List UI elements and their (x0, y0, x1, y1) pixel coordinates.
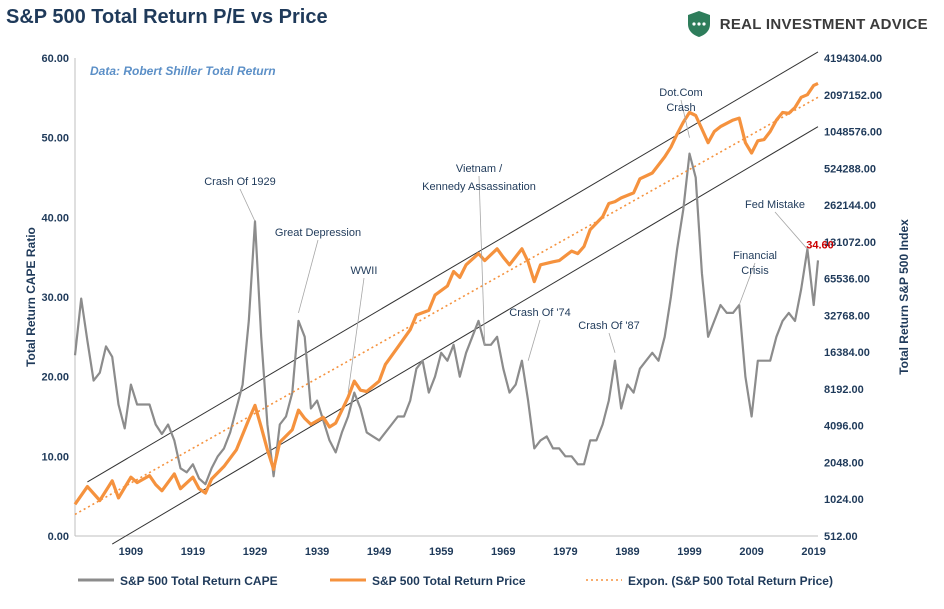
annotation-label: Fed Mistake (745, 199, 805, 211)
annotation-label: Kennedy Assassination (422, 181, 536, 193)
legend-label: S&P 500 Total Return Price (372, 574, 526, 588)
annotation-label: Financial (733, 250, 777, 262)
y-right-tick-label: 16384.00 (824, 347, 870, 359)
y-right-tick-label: 2097152.00 (824, 90, 882, 102)
x-tick-label: 1949 (367, 546, 391, 558)
annotation-label: Crash (666, 102, 695, 114)
annotation-label: Crash Of '74 (509, 307, 570, 319)
y-left-axis-title: Total Return CAPE Ratio (24, 227, 38, 367)
y-right-tick-label: 4096.00 (824, 421, 864, 433)
x-tick-label: 1969 (491, 546, 515, 558)
y-right-axis-title: Total Return S&P 500 Index (897, 219, 911, 375)
y-left-tick-label: 30.00 (41, 292, 69, 304)
y-left-tick-label: 50.00 (41, 133, 69, 145)
annotation-leader (738, 262, 756, 306)
brand-name: REAL INVESTMENT ADVICE (719, 15, 928, 33)
source-note: Data: Robert Shiller Total Return (90, 64, 276, 78)
x-tick-label: 1919 (181, 546, 205, 558)
annotation-leader (608, 332, 616, 353)
annotation-leader (774, 211, 808, 250)
annotation-leader (239, 188, 256, 222)
x-tick-label: 2019 (801, 546, 825, 558)
y-right-tick-label: 512.00 (824, 531, 858, 543)
y-right-tick-label: 4194304.00 (824, 53, 882, 65)
annotation-leader (478, 175, 486, 345)
annotation-label: Crash Of 1929 (204, 176, 276, 188)
price-series-line (73, 81, 819, 506)
annotation-label: Dot.Com (659, 87, 702, 99)
legend-label: S&P 500 Total Return CAPE (120, 574, 278, 588)
y-right-tick-label: 1024.00 (824, 494, 864, 506)
x-tick-label: 1959 (429, 546, 453, 558)
y-left-tick-label: 60.00 (41, 53, 69, 65)
trend-series-line (74, 96, 819, 516)
annotation-leader (527, 319, 541, 361)
y-right-tick-label: 524288.00 (824, 163, 876, 175)
x-tick-label: 1939 (305, 546, 329, 558)
annotation-label: Great Depression (275, 227, 361, 239)
y-left-tick-label: 0.00 (48, 531, 69, 543)
channel-line (111, 126, 819, 545)
annotation-label: Crisis (741, 265, 769, 277)
y-right-tick-label: 262144.00 (824, 200, 876, 212)
y-right-tick-label: 65536.00 (824, 274, 870, 286)
y-right-tick-label: 2048.00 (824, 457, 864, 469)
brand-logo: REAL INVESTMENT ADVICE (686, 10, 928, 38)
x-tick-label: 1929 (243, 546, 267, 558)
annotation-leader (347, 277, 365, 393)
annotation-leader (298, 239, 319, 314)
annotation-label: Crash Of '87 (578, 320, 639, 332)
y-right-tick-label: 32768.00 (824, 310, 870, 322)
x-tick-label: 2009 (739, 546, 763, 558)
y-right-tick-label: 131072.00 (824, 237, 876, 249)
annotation-leader (680, 99, 690, 138)
x-tick-label: 1999 (677, 546, 701, 558)
x-tick-label: 1909 (119, 546, 143, 558)
annotation-label: WWII (351, 265, 378, 277)
x-tick-label: 1989 (615, 546, 639, 558)
y-left-tick-label: 40.00 (41, 212, 69, 224)
chart-title: S&P 500 Total Return P/E vs Price (6, 6, 328, 28)
y-right-tick-label: 8192.00 (824, 384, 864, 396)
cape-series-line (73, 152, 820, 486)
shield-chart-icon (687, 11, 710, 37)
annotation-label: Vietnam / (456, 163, 503, 175)
y-right-tick-label: 1048576.00 (824, 127, 882, 139)
channel-line (87, 51, 819, 483)
x-tick-label: 1979 (553, 546, 577, 558)
y-left-tick-label: 20.00 (41, 372, 69, 384)
legend-label: Expon. (S&P 500 Total Return Price) (628, 574, 833, 588)
end-value-label: 34.60 (806, 239, 834, 251)
y-left-tick-label: 10.00 (41, 451, 69, 463)
